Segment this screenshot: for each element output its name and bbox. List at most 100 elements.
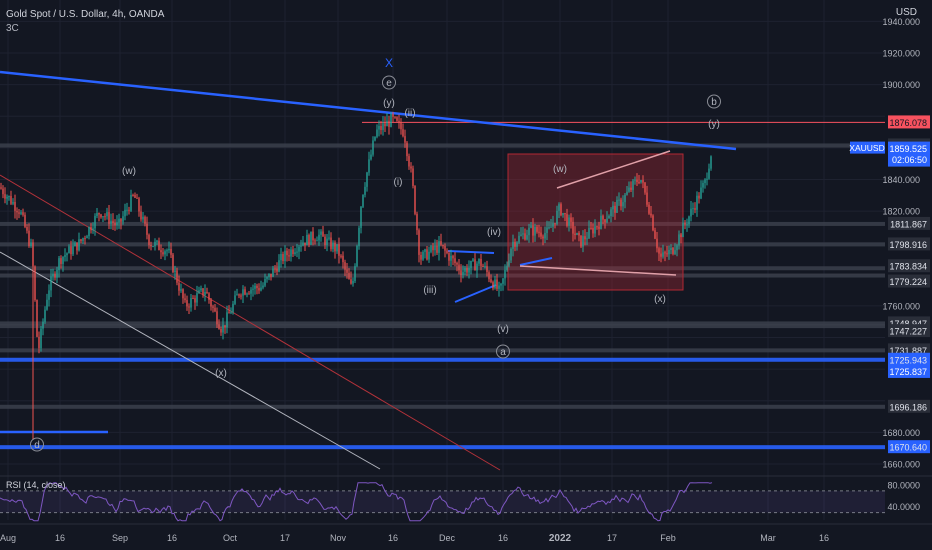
level-tag-text: 1876.078 <box>889 118 927 128</box>
candle <box>450 255 452 261</box>
candle <box>132 194 134 196</box>
candle <box>598 226 600 229</box>
candle <box>556 210 558 224</box>
candle <box>362 194 364 207</box>
candle <box>64 255 66 257</box>
trendline <box>556 150 671 189</box>
candle <box>428 251 430 260</box>
candle <box>546 227 548 233</box>
candle <box>478 258 480 264</box>
price-tag <box>888 364 930 378</box>
time-tick: Mar <box>760 533 776 543</box>
candle <box>284 250 286 262</box>
candle <box>432 246 434 251</box>
candle <box>246 293 248 295</box>
candle <box>266 276 268 280</box>
candle <box>124 209 126 217</box>
candle <box>482 265 484 267</box>
candle <box>554 223 556 225</box>
candle <box>198 290 200 294</box>
candle <box>372 140 374 155</box>
candle <box>568 217 570 226</box>
candle <box>508 260 510 266</box>
candle <box>188 306 190 308</box>
level-band <box>0 221 885 226</box>
level-band <box>0 273 885 278</box>
price-tick: 1680.000 <box>882 428 920 438</box>
wave-label: (x) <box>215 368 227 379</box>
candle <box>560 204 562 216</box>
level-tag <box>888 274 930 288</box>
candle <box>270 273 272 277</box>
candle <box>394 116 396 118</box>
candle <box>442 244 444 247</box>
candle <box>396 117 398 121</box>
level-tag-text: 1696.186 <box>889 402 927 412</box>
candle <box>418 230 420 255</box>
candle <box>504 269 506 279</box>
candle <box>552 223 554 227</box>
candle <box>142 216 144 220</box>
candle <box>662 252 664 257</box>
candle <box>62 256 64 264</box>
candle <box>22 212 24 215</box>
candle <box>506 265 508 270</box>
level-tag-text: 1731.887 <box>889 346 927 356</box>
level-tag <box>888 352 930 366</box>
candle <box>10 196 12 204</box>
candle <box>474 259 476 271</box>
wave-label: (w) <box>122 166 136 177</box>
candle <box>596 226 598 228</box>
candle <box>684 222 686 225</box>
time-axis[interactable]: Aug 16 Sep 16 Oct 17 Nov 16 Dec 16 2022 17 Feb Mar 16 <box>0 523 932 544</box>
trendline <box>454 284 497 303</box>
candle <box>544 232 546 239</box>
candle <box>612 205 614 210</box>
candle <box>310 231 312 245</box>
candle <box>526 235 528 240</box>
candle <box>700 187 702 199</box>
candle <box>230 312 232 314</box>
candle <box>40 328 42 349</box>
candle <box>176 270 178 283</box>
candle <box>668 250 670 255</box>
candle <box>512 241 514 249</box>
candle <box>458 264 460 271</box>
level-tag-text: 1748.947 <box>889 319 927 329</box>
symbol-title: Gold Spot / U.S. Dollar, 4h, OANDA <box>6 9 165 20</box>
candle <box>706 178 708 180</box>
candle <box>262 285 264 288</box>
candle <box>666 253 668 255</box>
candle <box>150 244 152 247</box>
candle <box>216 311 218 325</box>
candle <box>494 279 496 289</box>
candle <box>628 187 630 192</box>
trendline <box>447 250 495 254</box>
candle <box>368 159 370 173</box>
level-tag-text: 1811.867 <box>890 219 927 229</box>
wave-label: (iii) <box>423 285 436 296</box>
price-axis[interactable]: 1940.000 1920.000 1900.000 1840.000 1820.000… <box>849 0 932 520</box>
candle <box>360 206 362 228</box>
candle <box>416 213 418 231</box>
wave-circle <box>30 437 44 452</box>
candle <box>72 246 74 255</box>
wave-label: b <box>711 97 717 108</box>
candle <box>692 208 694 210</box>
candle <box>166 250 168 252</box>
candle <box>92 228 94 231</box>
candle <box>192 298 194 300</box>
candle <box>614 205 616 213</box>
candle <box>248 293 250 295</box>
candle <box>354 266 356 282</box>
candle <box>344 262 346 270</box>
candle <box>148 234 150 245</box>
rsi-tick: 80.0000 <box>887 480 920 490</box>
candle <box>538 231 540 233</box>
level-tag-text: 1779.224 <box>889 277 927 287</box>
candle <box>122 216 124 222</box>
candle <box>584 236 586 240</box>
candle <box>26 226 28 231</box>
candle <box>594 226 596 234</box>
